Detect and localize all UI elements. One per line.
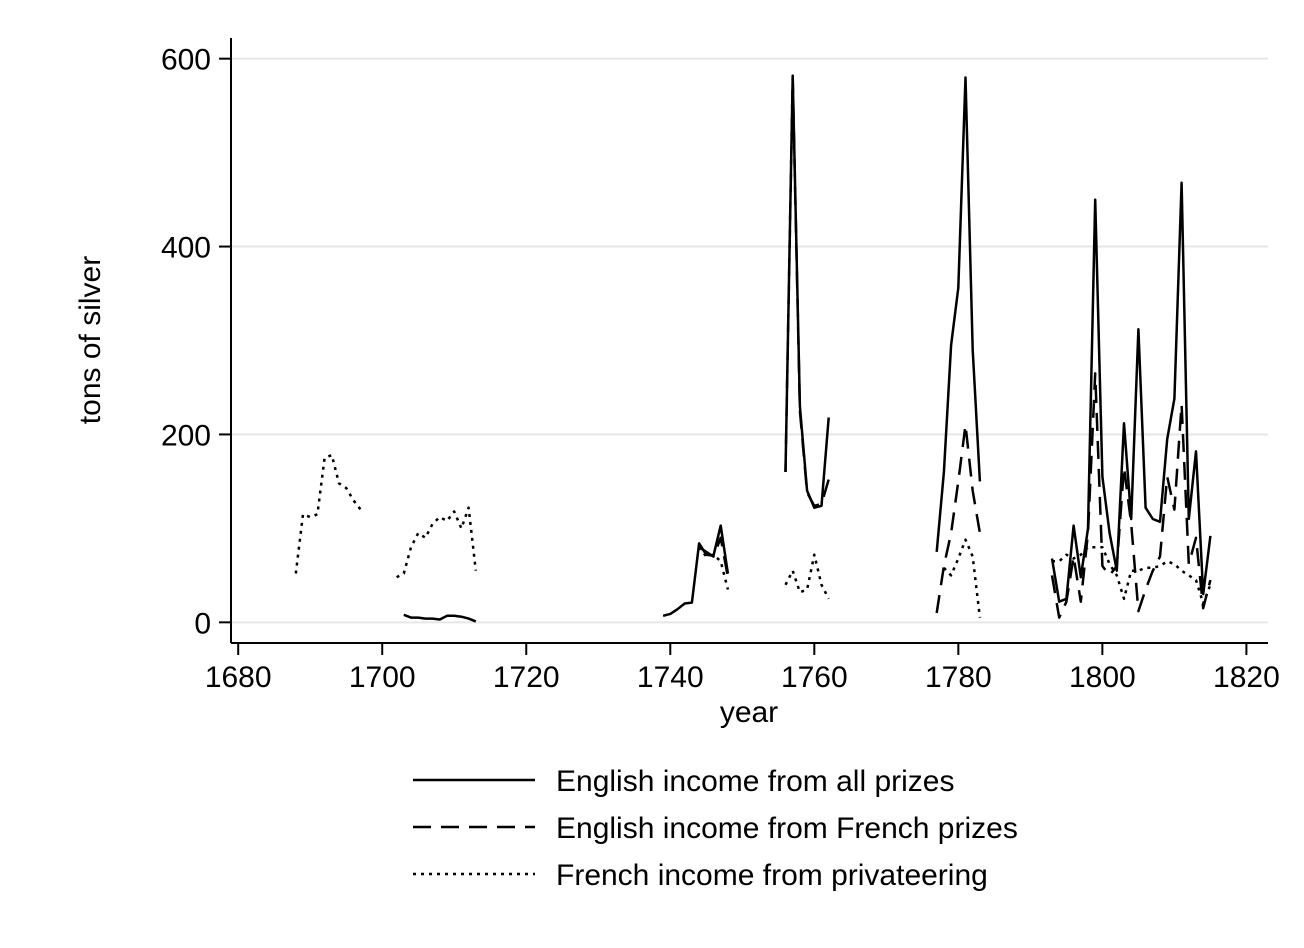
y-ticks: 0 200 400 600	[161, 44, 231, 640]
x-axis-title: year	[720, 696, 778, 729]
series-line-1	[935, 76, 982, 553]
series-line-3	[1052, 545, 1212, 605]
series-lines	[294, 74, 1212, 623]
y-tick-label: 200	[161, 419, 211, 452]
gridlines	[231, 57, 1268, 624]
legend: English income from all prizes English in…	[413, 765, 1018, 892]
x-tick-label: 1700	[349, 661, 416, 694]
series-line-2	[935, 423, 982, 614]
x-ticks: 1680 1700 1720 1740 1760 1780 1800 1820	[205, 643, 1280, 694]
series-line-1	[662, 524, 730, 618]
series-line-2	[698, 536, 730, 578]
axes	[230, 38, 1268, 644]
y-axis-title: tons of silver	[74, 256, 107, 424]
series-line-2	[784, 76, 830, 508]
y-tick-label: 0	[194, 607, 211, 640]
series-line-3	[942, 538, 982, 618]
series-line-1	[1050, 181, 1212, 603]
legend-label-3: French income from privateering	[556, 859, 988, 892]
x-tick-label: 1780	[925, 661, 992, 694]
series-line-1	[784, 74, 830, 509]
x-tick-label: 1740	[637, 661, 704, 694]
series-line-3	[784, 553, 830, 600]
x-tick-label: 1720	[493, 661, 560, 694]
series-line-3	[294, 453, 362, 574]
y-tick-label: 400	[161, 232, 211, 265]
x-tick-label: 1760	[781, 661, 848, 694]
x-tick-label: 1680	[205, 661, 272, 694]
legend-label-1: English income from all prizes	[556, 765, 954, 798]
x-tick-label: 1800	[1069, 661, 1136, 694]
y-tick-label: 600	[161, 44, 211, 77]
legend-label-2: English income from French prizes	[556, 812, 1018, 845]
x-tick-label: 1820	[1213, 661, 1280, 694]
series-line-3	[396, 506, 478, 579]
series-line-1	[403, 613, 477, 623]
